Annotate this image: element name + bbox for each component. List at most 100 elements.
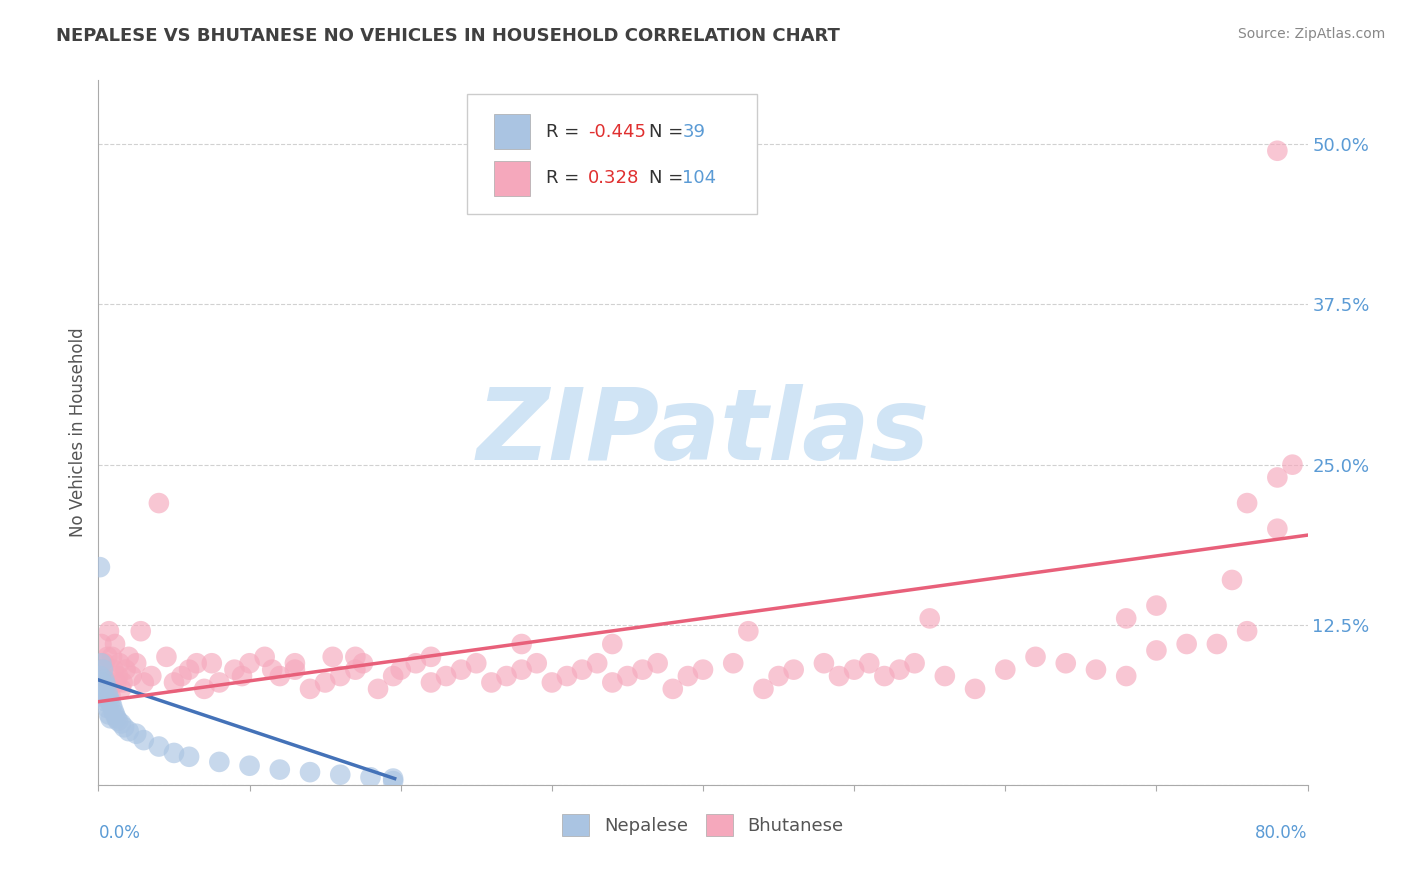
Point (420, 649, 443, 664)
Y-axis label: No Vehicles in Household: No Vehicles in Household (69, 327, 87, 538)
Point (89, 560, 111, 574)
Point (110, 681, 132, 696)
Point (889, 663, 911, 677)
Point (555, 669, 578, 683)
Point (193, 681, 215, 696)
Point (98, 707, 121, 722)
Point (586, 657, 609, 671)
Point (101, 698, 124, 713)
Point (105, 675, 128, 690)
Text: -0.445: -0.445 (588, 123, 647, 141)
Point (90, 657, 112, 671)
Text: ZIPatlas: ZIPatlas (477, 384, 929, 481)
Point (783, 663, 806, 677)
Point (844, 663, 866, 677)
Point (510, 637, 533, 651)
Point (129, 624, 152, 639)
Point (94, 678, 117, 692)
Text: 80.0%: 80.0% (1256, 823, 1308, 842)
Point (813, 657, 835, 671)
Bar (494, 161, 530, 196)
Text: R =: R = (546, 123, 579, 141)
Point (91, 681, 114, 696)
Point (434, 669, 457, 683)
Legend: Nepalese, Bhutanese: Nepalese, Bhutanese (555, 806, 851, 843)
Point (768, 669, 790, 683)
Point (420, 675, 443, 690)
FancyBboxPatch shape (467, 95, 758, 214)
Point (94, 681, 117, 696)
Point (692, 663, 714, 677)
Point (723, 657, 745, 671)
Point (170, 669, 193, 683)
Point (107, 714, 129, 728)
Point (96, 686, 118, 700)
Point (858, 657, 880, 671)
Point (155, 649, 177, 664)
Point (101, 649, 124, 664)
Point (224, 663, 246, 677)
Point (647, 657, 669, 671)
Point (1115, 611, 1137, 625)
Point (1054, 657, 1077, 671)
Point (1267, 522, 1289, 536)
Point (90, 688, 112, 702)
Point (90, 637, 112, 651)
Point (314, 675, 336, 690)
Point (299, 681, 322, 696)
Point (93, 657, 115, 671)
Point (1236, 624, 1258, 639)
Bar (494, 114, 530, 149)
Point (163, 746, 186, 760)
Point (631, 663, 654, 677)
Point (344, 663, 367, 677)
Text: Source: ZipAtlas.com: Source: ZipAtlas.com (1237, 27, 1385, 41)
Point (100, 688, 122, 702)
Point (98, 624, 121, 639)
Point (89, 681, 111, 696)
Point (367, 681, 389, 696)
Point (322, 649, 344, 664)
Point (676, 669, 699, 683)
Point (114, 663, 136, 677)
Point (96, 701, 118, 715)
Point (89, 669, 111, 683)
Point (201, 657, 224, 671)
Point (450, 663, 472, 677)
Point (737, 624, 759, 639)
Point (1144, 643, 1167, 657)
Point (382, 772, 405, 786)
Point (904, 657, 927, 671)
Point (540, 675, 562, 690)
Point (510, 663, 533, 677)
Point (132, 675, 155, 690)
Point (602, 675, 624, 690)
Point (89, 663, 111, 677)
Point (405, 657, 427, 671)
Point (299, 765, 322, 780)
Point (918, 611, 941, 625)
Point (132, 733, 155, 747)
Point (100, 711, 122, 725)
Point (602, 637, 624, 651)
Point (1024, 649, 1046, 664)
Point (1267, 470, 1289, 484)
Point (253, 649, 276, 664)
Point (111, 675, 134, 690)
Point (148, 496, 170, 510)
Point (105, 711, 128, 725)
Text: N =: N = (648, 169, 683, 187)
Point (616, 669, 638, 683)
Point (208, 755, 231, 769)
Point (873, 669, 896, 683)
Point (360, 770, 382, 784)
Point (91, 669, 114, 683)
Point (125, 727, 148, 741)
Point (1220, 573, 1243, 587)
Point (1267, 144, 1289, 158)
Point (571, 663, 593, 677)
Text: R =: R = (546, 169, 579, 187)
Point (352, 657, 374, 671)
Point (269, 669, 291, 683)
Point (96, 649, 118, 664)
